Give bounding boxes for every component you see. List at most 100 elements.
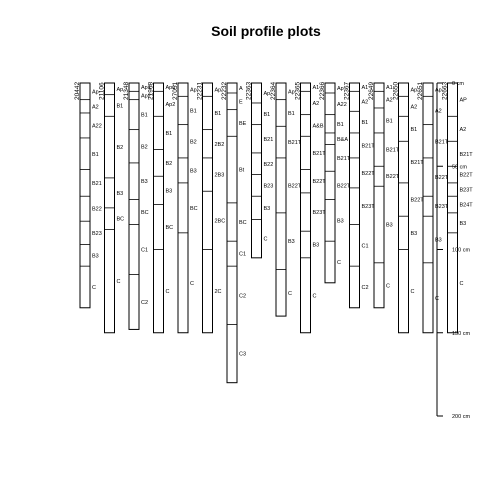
- horizon-label: A1: [362, 85, 369, 91]
- horizon-label: B3: [411, 231, 418, 237]
- horizon-label: C: [92, 285, 96, 291]
- horizon-label: Ap: [337, 86, 344, 92]
- profile-outline: [275, 82, 287, 317]
- profile-id-label: 22651: [417, 82, 424, 100]
- horizon-label: A22: [92, 123, 102, 129]
- horizon-label: B22T: [313, 179, 327, 185]
- horizon-label: B22T: [362, 171, 376, 177]
- depth-tick-label: 0 cm: [452, 81, 464, 87]
- horizon-label: C2: [239, 293, 246, 299]
- horizon-label: B1: [166, 131, 173, 137]
- horizon-label: B23: [264, 183, 274, 189]
- profile-outline: [79, 82, 91, 309]
- profile-id-label: 22366: [319, 82, 326, 100]
- profile-outline: [128, 82, 140, 330]
- horizon-label: 2B3: [215, 173, 225, 179]
- horizon-label: B3: [117, 191, 124, 197]
- horizon-label: B1: [362, 120, 369, 126]
- horizon-label: BE: [239, 121, 247, 127]
- horizon-label: B2: [117, 145, 124, 151]
- chart-title: Soil profile plots: [211, 23, 321, 39]
- profile-outline: [349, 82, 360, 309]
- horizon-label: Ap: [215, 88, 222, 94]
- soil-profile: 22232 A E BE Bt BC C1 C2 C3: [221, 82, 247, 384]
- profile-id-label: 22365: [295, 82, 302, 100]
- horizon-label: C: [117, 279, 121, 285]
- soil-profile: 21968 Ap1 Ap2 B1 B2 B3 BC C: [148, 82, 176, 334]
- profile-id-label: 21348: [123, 82, 130, 100]
- horizon-label: B23T: [460, 188, 474, 194]
- horizon-label: E: [239, 99, 243, 105]
- horizon-label: Ap: [117, 87, 124, 93]
- horizon-label: B23T: [435, 204, 449, 210]
- horizon-label: B21T: [435, 139, 449, 145]
- horizon-label: B21T: [362, 143, 376, 149]
- profile-id-label: 22232: [221, 82, 228, 100]
- horizon-label: A2: [386, 98, 393, 104]
- horizon-label: B22: [264, 162, 274, 168]
- depth-tick-label: 100 cm: [452, 248, 470, 254]
- horizon-label: C1: [362, 243, 369, 249]
- profile-id-label: 22367: [344, 82, 351, 100]
- horizon-label: C: [460, 281, 464, 287]
- horizon-label: B22T: [386, 174, 400, 180]
- horizon-label: Ap: [435, 88, 442, 94]
- horizon-label: B2: [141, 144, 148, 150]
- soil-profile: 22650 Ap A2 B1 B21T B22T B3 C: [393, 82, 425, 334]
- horizon-label: B23T: [313, 210, 327, 216]
- depth-tick-label: 50 cm: [452, 164, 467, 170]
- profile-outline: [251, 82, 262, 259]
- soil-profile: 22363 Ap B1 B21 B22 B23 B3 C: [246, 82, 274, 259]
- horizon-label: B1: [215, 111, 222, 117]
- soil-profile: 22663 AP A2 B21T B22T B23T B24T B3 C: [442, 82, 474, 334]
- horizon-label: AP: [460, 98, 468, 104]
- horizon-label: Ap: [264, 91, 271, 97]
- horizon-label: B22T: [411, 198, 425, 204]
- profile-id-label: 27051: [172, 82, 179, 100]
- horizon-label: B22: [92, 207, 102, 213]
- horizon-label: B22T: [337, 183, 351, 189]
- horizon-label: B3: [288, 239, 295, 245]
- horizon-label: Ap: [411, 88, 418, 94]
- horizon-label: A&B: [313, 123, 324, 129]
- profile-id-label: 22649: [368, 82, 375, 100]
- horizon-label: C: [337, 260, 341, 266]
- horizon-label: C: [288, 291, 292, 297]
- depth-axis: 0 cm 50 cm 100 cm 150 cm 200 cm: [436, 81, 470, 420]
- horizon-label: C2: [141, 300, 148, 306]
- horizon-label: B3: [264, 206, 271, 212]
- soil-profile: 27051 Ap B1 B2 B3 BC C: [172, 82, 198, 334]
- horizon-label: B3: [435, 238, 442, 244]
- depth-tick-label: 150 cm: [452, 331, 470, 337]
- horizon-label: B3: [386, 223, 393, 229]
- horizon-label: B1: [411, 127, 418, 133]
- horizon-label: BC: [239, 220, 247, 226]
- horizon-label: Ap: [190, 88, 197, 94]
- horizon-label: C: [386, 283, 390, 289]
- horizon-label: B1: [337, 122, 344, 128]
- profile-outline: [300, 82, 311, 334]
- profiles-group: 20442 Ap A2 A22 B1 B21 B22 B23 B3 C 21106 Ap B1 B2 B3 B…: [74, 82, 474, 384]
- horizon-label: A2: [460, 127, 467, 133]
- horizon-label: BC: [190, 206, 198, 212]
- profile-id-label: 21106: [99, 82, 106, 100]
- horizon-label: C2: [362, 285, 369, 291]
- horizon-label: C: [190, 281, 194, 287]
- horizon-label: B2: [190, 139, 197, 145]
- horizon-label: BC: [141, 210, 149, 216]
- horizon-label: Ap2: [141, 93, 151, 99]
- horizon-label: Ap2: [166, 102, 176, 108]
- horizon-label: 2B2: [215, 142, 225, 148]
- horizon-label: B24T: [460, 203, 474, 209]
- horizon-label: B3: [313, 243, 320, 249]
- horizon-label: C: [411, 289, 415, 295]
- horizon-label: B1: [141, 113, 148, 119]
- horizon-label: B21: [92, 181, 102, 187]
- profile-outline: [398, 82, 409, 334]
- soil-profile: 22231 Ap B1 2B2 2B3 2BC 2C: [197, 82, 226, 334]
- horizon-label: C1: [141, 248, 148, 254]
- horizon-label: B22T: [460, 173, 474, 179]
- horizon-label: 2BC: [215, 218, 226, 224]
- profile-id-label: 20442: [74, 82, 81, 100]
